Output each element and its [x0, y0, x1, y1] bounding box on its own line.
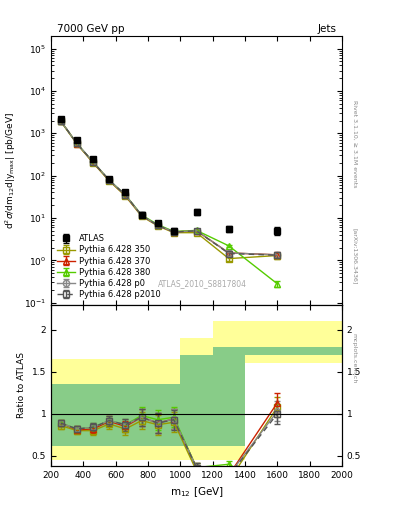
Text: mcplots.cern.ch: mcplots.cern.ch [352, 333, 357, 383]
Text: [arXiv:1306.3436]: [arXiv:1306.3436] [352, 228, 357, 284]
Text: ATLAS_2010_S8817804: ATLAS_2010_S8817804 [158, 280, 247, 289]
Text: 7000 GeV pp: 7000 GeV pp [57, 25, 125, 34]
Text: Jets: Jets [317, 25, 336, 34]
X-axis label: m$_{12}$ [GeV]: m$_{12}$ [GeV] [169, 485, 224, 499]
Text: Rivet 3.1.10, ≥ 3.1M events: Rivet 3.1.10, ≥ 3.1M events [352, 100, 357, 187]
Legend: ATLAS, Pythia 6.428 350, Pythia 6.428 370, Pythia 6.428 380, Pythia 6.428 p0, Py: ATLAS, Pythia 6.428 350, Pythia 6.428 37… [55, 233, 162, 301]
Y-axis label: d$^2\sigma$/dm$_{12}$d|y$_{\rm max}$| [pb/GeV]: d$^2\sigma$/dm$_{12}$d|y$_{\rm max}$| [p… [4, 112, 18, 229]
Y-axis label: Ratio to ATLAS: Ratio to ATLAS [17, 352, 26, 418]
